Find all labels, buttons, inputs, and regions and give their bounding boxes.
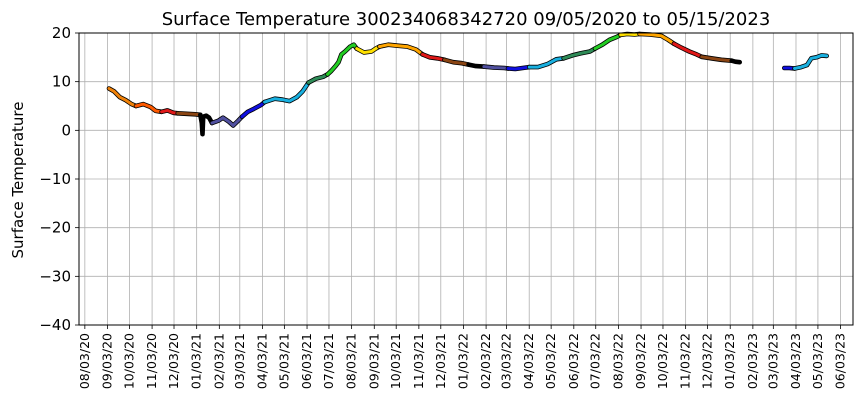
series-segment (377, 42, 425, 57)
series-segment (618, 31, 642, 38)
series-segment (466, 62, 487, 69)
series-segment (442, 57, 471, 67)
x-tick-label: 05/03/22 (543, 333, 558, 389)
y-tick-label: 10 (52, 73, 71, 91)
y-tick-label: 20 (52, 24, 71, 42)
x-tick-label: 01/03/21 (189, 333, 204, 389)
x-tick-label: 12/03/21 (433, 333, 448, 389)
series-line (307, 72, 329, 85)
series-segment (505, 64, 532, 72)
series-segment (262, 80, 311, 105)
series-line (700, 55, 734, 63)
x-tick-label: 10/03/20 (121, 333, 136, 389)
y-tick-label: −30 (39, 267, 71, 285)
y-tick-label: −40 (39, 316, 71, 334)
series-segment (133, 101, 164, 115)
y-axis-label: Surface Temperature (9, 102, 27, 259)
series-line (730, 59, 742, 64)
series-line (326, 43, 359, 76)
grid-layer (79, 32, 853, 326)
series-line (263, 81, 310, 104)
series-line (638, 32, 676, 46)
series-segment (637, 31, 677, 47)
x-tick-label: 06/03/21 (299, 333, 314, 389)
series-line (107, 87, 138, 108)
series-line (467, 63, 486, 69)
series-line (527, 56, 566, 69)
series-line (442, 58, 471, 67)
x-tick-label: 01/03/23 (722, 333, 737, 389)
x-tick-label: 02/03/21 (211, 333, 226, 389)
series-segment (106, 86, 139, 109)
series-line (355, 45, 381, 54)
series-line (482, 65, 510, 70)
x-tick-label: 10/03/21 (388, 333, 403, 389)
series-line (240, 100, 267, 119)
series-segment (792, 53, 830, 71)
series-segment (159, 108, 180, 116)
x-tick-label: 07/03/21 (321, 333, 336, 389)
series-segment (671, 41, 705, 60)
series-segment (729, 58, 743, 65)
x-tick-label: 05/03/23 (810, 333, 825, 389)
series-segment (354, 44, 382, 55)
x-tick-label: 11/03/21 (411, 333, 426, 389)
x-tick-label: 04/03/23 (788, 333, 803, 389)
x-tick-label: 07/03/22 (588, 333, 603, 389)
series-line (421, 52, 446, 62)
series-line (793, 53, 829, 70)
series-segment (239, 99, 267, 119)
y-tick-label: −10 (39, 170, 71, 188)
x-tick-label: 06/03/23 (833, 333, 848, 389)
tick-layer: 20 10 0 −10 −20 −30 −40 08/03/20 09/03/20 10/03/2… (39, 24, 847, 389)
x-tick-label: 08/03/20 (77, 333, 92, 389)
x-tick-label: 02/03/22 (478, 333, 493, 389)
series-segment (561, 46, 598, 61)
series-segment (420, 52, 447, 63)
x-tick-label: 08/03/21 (344, 333, 359, 389)
y-tick-label: 0 (61, 121, 71, 139)
series-line (198, 113, 214, 136)
series-segment (175, 111, 203, 118)
x-tick-label: 03/03/21 (232, 333, 247, 389)
series-segment (481, 64, 511, 71)
x-tick-label: 03/03/23 (765, 333, 780, 389)
x-tick-label: 12/03/20 (166, 333, 181, 389)
x-tick-label: 10/03/22 (655, 333, 670, 389)
y-tick-label: −20 (39, 219, 71, 237)
x-tick-label: 03/03/22 (499, 333, 514, 389)
series-segment (699, 54, 735, 64)
x-tick-label: 01/03/22 (455, 333, 470, 389)
series-line (619, 32, 642, 37)
x-tick-label: 04/03/21 (254, 333, 269, 389)
chart-title: Surface Temperature 300234068342720 09/0… (162, 9, 771, 30)
series-segment (592, 32, 623, 51)
x-tick-label: 06/03/22 (566, 333, 581, 389)
series-line (672, 42, 704, 59)
series-line (134, 102, 164, 114)
series-segment (306, 72, 330, 85)
x-tick-label: 09/03/21 (366, 333, 381, 389)
x-tick-label: 08/03/22 (610, 333, 625, 389)
x-tick-label: 05/03/21 (276, 333, 291, 389)
series-segment (325, 42, 360, 77)
series-line (176, 111, 202, 117)
series-line (377, 43, 424, 56)
series-line (506, 65, 531, 71)
x-tick-label: 11/03/22 (678, 333, 693, 389)
x-tick-label: 11/03/20 (144, 333, 159, 389)
series-line (593, 33, 623, 51)
x-tick-label: 12/03/22 (700, 333, 715, 389)
series-layer (106, 31, 830, 137)
x-tick-label: 09/03/20 (100, 333, 115, 389)
x-tick-label: 04/03/22 (521, 333, 536, 389)
x-tick-label: 09/03/22 (633, 333, 648, 389)
x-tick-label: 02/03/23 (745, 333, 760, 389)
series-line (210, 115, 244, 127)
series-segment (209, 114, 245, 128)
series-segment (526, 55, 566, 70)
series-line (562, 47, 597, 60)
series-segment (198, 112, 215, 137)
